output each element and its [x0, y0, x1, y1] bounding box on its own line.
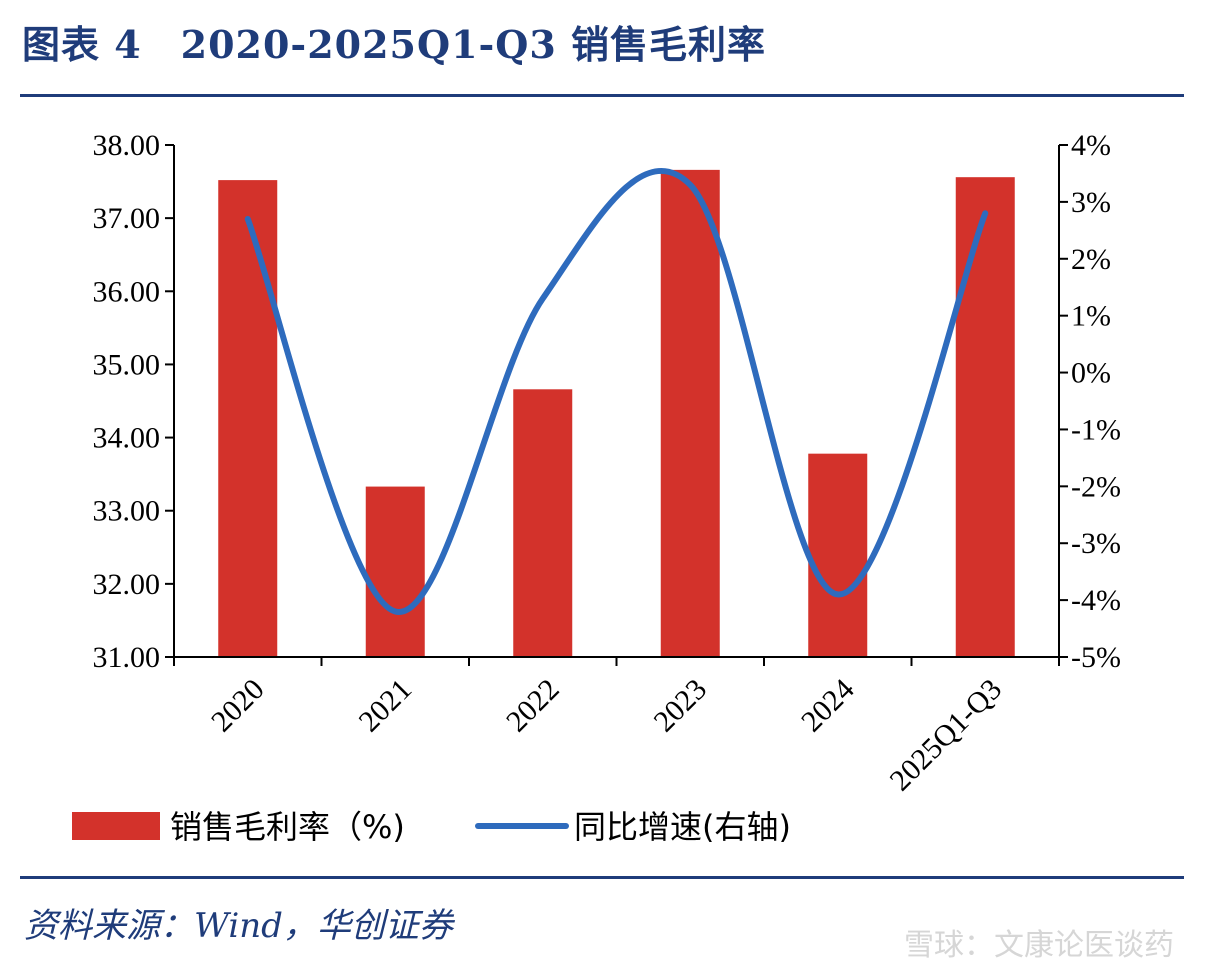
legend-bar-label: 销售毛利率（%) — [170, 808, 405, 846]
bar — [660, 169, 720, 657]
right-tick-label: -4% — [1071, 584, 1121, 617]
right-tick-label: 1% — [1071, 300, 1111, 333]
line-point — [837, 593, 839, 595]
right-tick-label: 2% — [1071, 243, 1111, 276]
left-tick-label: 31.00 — [93, 641, 161, 674]
left-tick-label: 33.00 — [93, 495, 161, 528]
right-tick-label: -1% — [1071, 413, 1121, 446]
left-tick-label: 37.00 — [93, 202, 161, 235]
title-rule — [20, 94, 1184, 97]
figure-title: 图表 4 2020-2025Q1-Q3 销售毛利率 — [22, 22, 767, 67]
line-point — [542, 298, 544, 300]
source-note: 资料来源：Wind，华创证券 — [24, 906, 453, 946]
left-tick-label: 38.00 — [93, 129, 161, 162]
right-tick-label: -2% — [1071, 470, 1121, 503]
left-tick-label: 35.00 — [93, 348, 161, 381]
left-tick-label: 34.00 — [93, 422, 161, 455]
line-point — [984, 212, 986, 214]
x-tick-label: 2023 — [647, 673, 713, 739]
right-tick-label: -3% — [1071, 527, 1121, 560]
right-tick-label: 3% — [1071, 186, 1111, 219]
right-tick-label: 4% — [1071, 129, 1111, 162]
bar — [955, 177, 1015, 657]
line-point — [247, 218, 249, 220]
x-tick-label: 2021 — [352, 673, 418, 739]
x-tick-label: 2022 — [500, 673, 566, 739]
right-tick-label: -5% — [1071, 641, 1121, 674]
left-tick-label: 36.00 — [93, 275, 161, 308]
bar — [808, 453, 868, 657]
bar — [218, 180, 278, 657]
bar — [513, 389, 573, 657]
legend-bar-swatch — [72, 812, 160, 840]
chart: 31.00 32.00 33.00 34.00 35.00 36.00 37.00 38.00… — [72, 129, 1121, 846]
right-tick-label: 0% — [1071, 357, 1111, 390]
x-tick-label: 2024 — [795, 673, 861, 739]
line-point — [394, 610, 396, 612]
line-point — [689, 184, 691, 186]
x-tick-label: 2020 — [205, 673, 271, 739]
x-tick-label: 2025Q1-Q3 — [884, 673, 1009, 798]
left-tick-label: 32.00 — [93, 568, 161, 601]
source-rule — [20, 876, 1184, 879]
bar — [365, 486, 425, 657]
legend-line-label: 同比增速(右轴) — [574, 808, 791, 846]
growth-line — [244, 168, 989, 615]
watermark: 雪球：文康论医谈药 — [904, 928, 1174, 963]
